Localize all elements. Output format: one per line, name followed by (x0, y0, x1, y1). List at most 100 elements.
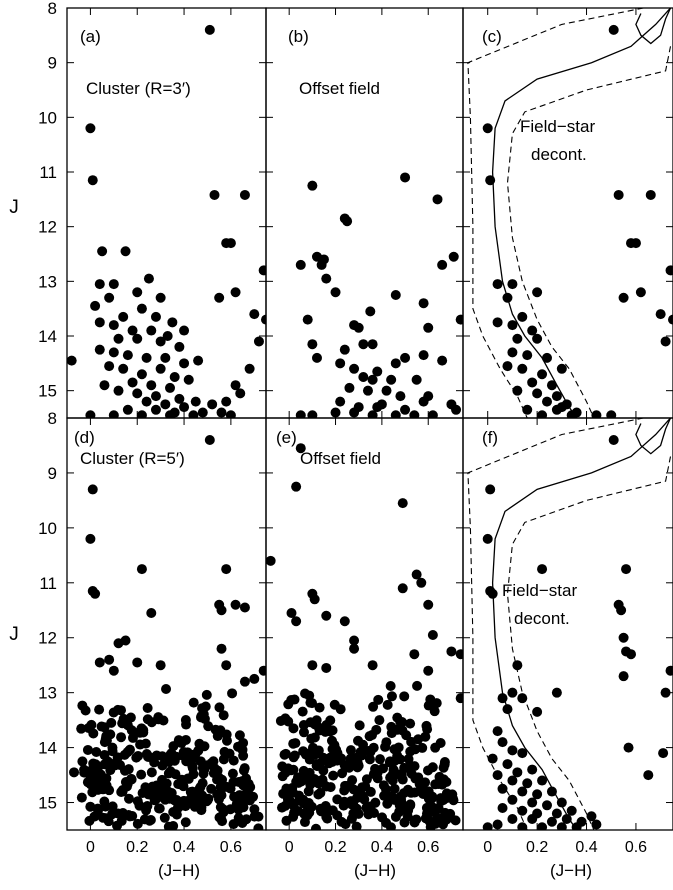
data-point (157, 751, 168, 762)
data-point (155, 336, 166, 347)
data-point (108, 279, 119, 290)
data-point (142, 800, 153, 811)
data-point (108, 347, 119, 358)
data-point (497, 737, 508, 748)
points-f (467, 418, 673, 830)
data-point (234, 730, 245, 741)
data-point (425, 822, 436, 830)
data-point (591, 819, 602, 830)
data-point (522, 778, 533, 789)
data-point (86, 719, 97, 730)
data-point (295, 443, 306, 454)
data-point (618, 632, 629, 643)
data-point (416, 577, 427, 588)
data-point (362, 803, 373, 814)
data-point (108, 320, 119, 331)
data-point (104, 654, 115, 665)
data-point (400, 404, 411, 415)
data-point (389, 744, 400, 755)
points-b (295, 172, 463, 418)
data-point (451, 404, 462, 415)
data-point (288, 752, 299, 763)
data-point (556, 402, 567, 413)
data-point (537, 775, 548, 786)
data-point (174, 393, 185, 404)
data-point (174, 341, 185, 352)
y-tick-label: 9 (48, 464, 57, 483)
data-point (507, 814, 518, 825)
data-point (367, 374, 378, 385)
data-point (233, 776, 244, 787)
data-point (532, 333, 543, 344)
data-point (362, 385, 373, 396)
data-point (546, 380, 557, 391)
data-point (551, 687, 562, 698)
data-point (237, 817, 248, 828)
data-point (144, 815, 155, 826)
data-point (221, 396, 232, 407)
data-point (295, 410, 306, 418)
data-point (618, 292, 629, 303)
data-point (138, 725, 149, 736)
data-point (227, 768, 238, 779)
data-point (125, 712, 136, 723)
data-point (87, 778, 98, 789)
data-point (586, 811, 597, 822)
data-point (188, 697, 199, 708)
data-point (660, 687, 671, 698)
data-point (418, 350, 429, 361)
data-point (116, 815, 127, 826)
data-point (364, 731, 375, 742)
data-point (527, 764, 538, 775)
data-point (163, 821, 174, 830)
data-point (311, 352, 322, 363)
data-point (532, 706, 543, 717)
data-point (409, 410, 420, 418)
data-point (372, 767, 383, 778)
data-point (339, 796, 350, 807)
data-point (389, 794, 400, 805)
y-tick-label: 8 (48, 409, 57, 428)
data-point (150, 391, 161, 402)
data-point (94, 704, 105, 715)
data-point (216, 605, 227, 616)
data-point (288, 723, 299, 734)
data-point (132, 818, 143, 829)
data-point (313, 745, 324, 756)
data-point (401, 802, 412, 813)
data-point (157, 760, 168, 771)
data-point (161, 683, 172, 694)
data-point (99, 380, 110, 391)
data-point (358, 372, 369, 382)
data-point (405, 718, 416, 729)
data-point (169, 372, 180, 382)
data-point (216, 643, 227, 654)
data-point (127, 732, 138, 743)
data-point (123, 764, 134, 775)
data-point (397, 583, 408, 594)
data-point (94, 657, 105, 668)
data-point (381, 817, 392, 828)
data-point (517, 786, 528, 797)
y-tick-label: 12 (38, 629, 57, 648)
data-point (357, 782, 368, 793)
data-point (551, 391, 562, 402)
points-a (67, 24, 266, 418)
data-point (325, 782, 336, 793)
data-point (160, 399, 171, 410)
y-tick-labels: 8 9 10 11 12 13 14 15 8 9 10 11 12 13 14 15 (38, 0, 57, 813)
data-point (546, 816, 557, 827)
x-tick-label: 0.4 (575, 839, 597, 856)
data-point (122, 404, 133, 415)
x-tick-label: 0.6 (417, 839, 439, 856)
data-point (160, 352, 171, 363)
data-point (281, 815, 292, 826)
data-point (116, 732, 127, 743)
data-point (197, 407, 208, 418)
data-point (311, 760, 322, 771)
y-tick-label: 14 (38, 739, 57, 758)
data-point (412, 680, 423, 691)
data-point (235, 388, 246, 399)
data-point (542, 396, 552, 407)
data-point (87, 175, 98, 186)
